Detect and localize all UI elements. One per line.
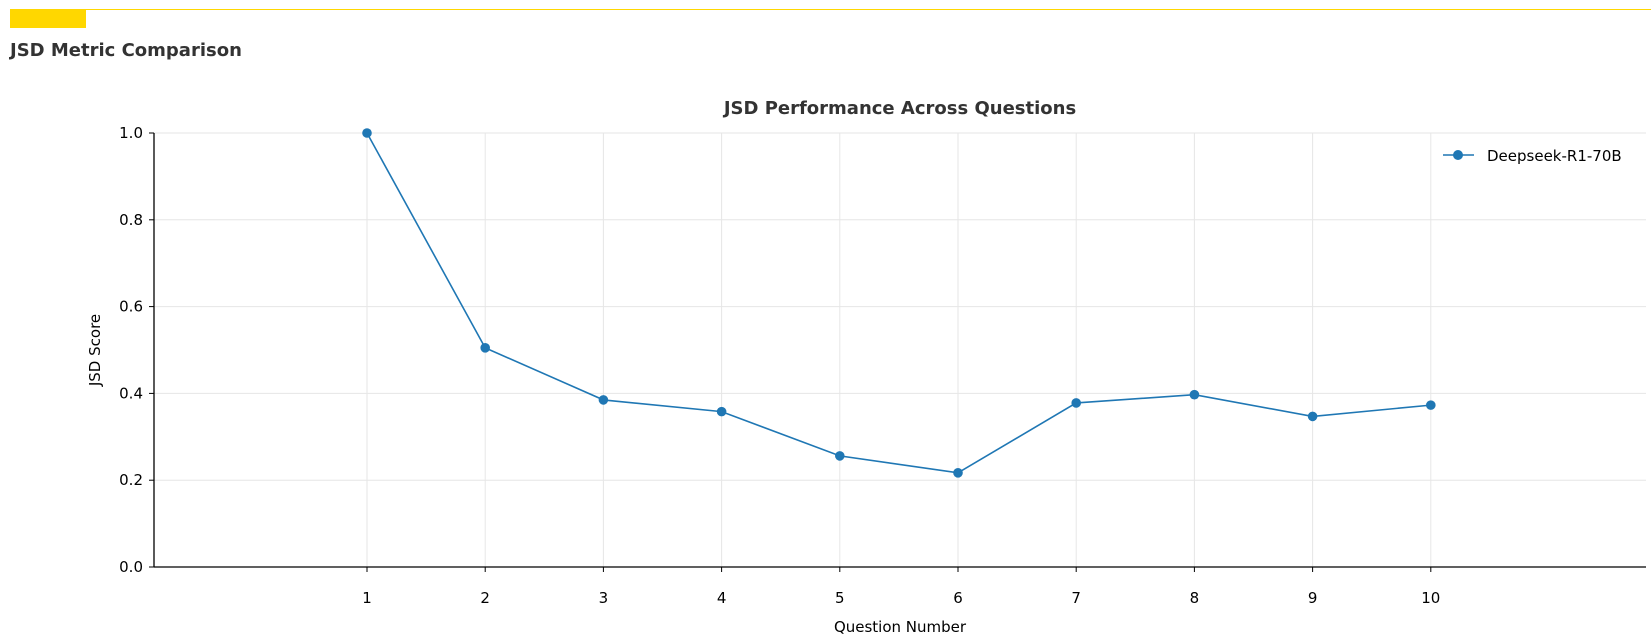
accent-line [86,9,1651,10]
y-tick-label: 1.0 [119,124,143,142]
y-tick-label: 0.6 [119,298,143,316]
x-axis-label: Question Number [834,618,967,636]
y-tick-label: 0.0 [119,558,143,576]
x-tick-label: 1 [362,589,372,607]
x-tick-label: 5 [835,589,845,607]
data-point [1426,400,1436,410]
x-tick-label: 8 [1190,589,1200,607]
x-tick-labels: 1 2 3 4 5 6 7 8 9 10 [362,567,1440,607]
x-tick-label: 9 [1308,589,1318,607]
data-point [598,395,609,405]
data-point [716,406,727,417]
y-tick-labels: 0.0 0.2 0.4 0.6 0.8 1.0 [119,124,154,576]
y-tick-label: 0.8 [119,211,143,229]
x-tick-label: 3 [599,589,609,607]
legend-label: Deepseek-R1-70B [1487,147,1622,165]
y-axis-label: JSD Score [86,314,104,387]
data-point [1307,411,1318,422]
grid-lines [154,132,1646,568]
chart-title: JSD Performance Across Questions [722,98,1076,119]
data-point [480,343,491,353]
y-tick-label: 0.4 [119,384,143,402]
x-tick-label: 4 [717,589,727,607]
x-tick-label: 6 [953,589,963,607]
data-point [1071,398,1081,408]
series-line [366,132,1431,474]
data-point [362,128,372,138]
data-point [1189,389,1200,400]
x-tick-label: 10 [1421,589,1440,607]
series-group [362,128,1436,478]
data-point [953,468,963,478]
x-tick-label: 2 [480,589,490,607]
legend-marker [1453,150,1463,160]
accent-bar [10,9,86,28]
legend: Deepseek-R1-70B [1443,147,1622,165]
x-tick-label: 7 [1071,589,1081,607]
y-tick-label: 0.2 [119,471,143,489]
section-title: JSD Metric Comparison [10,40,242,61]
data-point [835,451,845,461]
